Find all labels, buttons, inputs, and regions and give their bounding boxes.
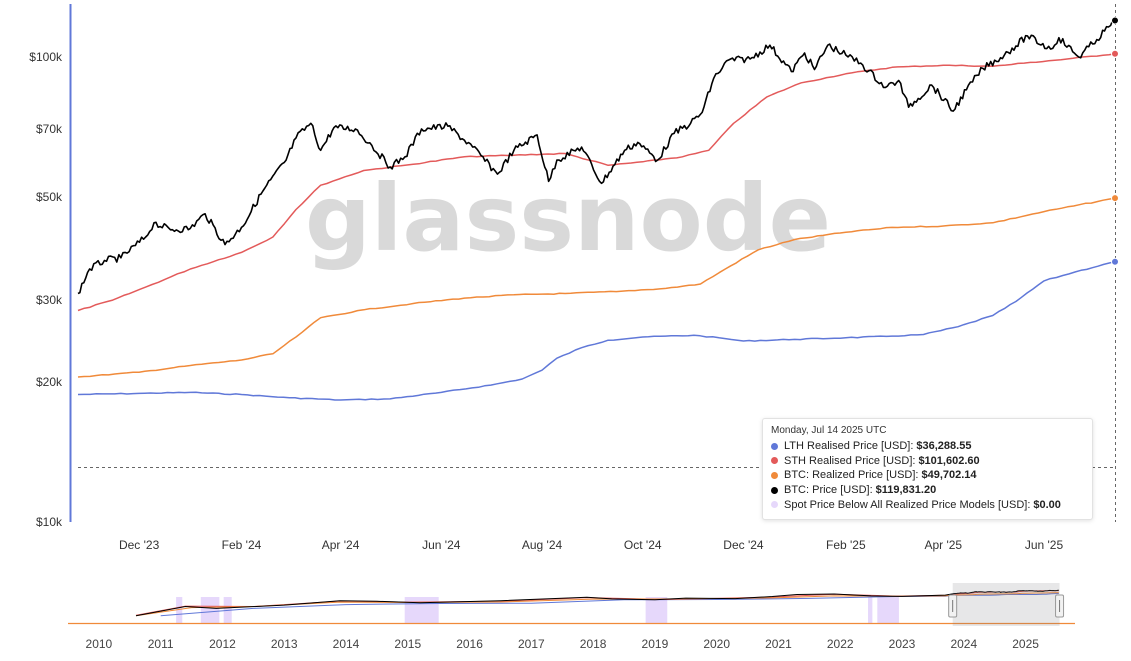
x-tick-label: Aug '24 <box>522 538 563 552</box>
series-dot-icon <box>771 486 778 494</box>
tooltip-date: Monday, Jul 14 2025 UTC <box>771 425 887 436</box>
navigator-selection[interactable] <box>948 583 1065 626</box>
series-line-lth <box>77 260 1116 401</box>
navigator-year-label: 2018 <box>580 637 607 651</box>
navigator-year-label: 2017 <box>518 637 545 651</box>
x-tick-label: Feb '24 <box>222 538 262 552</box>
tooltip-row-value: $49,702.14 <box>921 469 977 482</box>
navigator-year-label: 2025 <box>1012 637 1039 651</box>
tooltip-row-value: $0.00 <box>1033 498 1061 511</box>
y-tick-label: $20k <box>36 375 63 389</box>
series-dot-icon <box>771 471 778 479</box>
navigator-shade-period <box>877 597 899 623</box>
series-dot-icon <box>771 442 778 450</box>
tooltip-row: Spot Price Below All Realized Price Mode… <box>771 497 1084 512</box>
navigator-shade-period <box>868 597 873 623</box>
x-tick-label: Dec '24 <box>723 538 764 552</box>
y-tick-label: $50k <box>36 190 63 204</box>
y-tick-label: $10k <box>36 515 63 529</box>
navigator-year-label: 2010 <box>86 637 113 651</box>
x-tick-label: Oct '24 <box>624 538 662 552</box>
series-end-markers <box>1111 16 1119 266</box>
y-tick-label: $70k <box>36 122 63 136</box>
x-axis-ticks: Dec '23 Feb '24 Apr '24 Jun '24 Aug '24 Oct '… <box>119 538 1064 552</box>
x-tick-label: Apr '25 <box>924 538 962 552</box>
x-tick-label: Apr '24 <box>322 538 360 552</box>
y-axis-ticks: $10k $20k $30k $50k $70k $100k <box>29 50 63 529</box>
navigator-left-handle[interactable] <box>948 594 958 618</box>
series-end-dot-price <box>1111 16 1119 25</box>
tooltip-row-label: STH Realised Price [USD]: <box>784 454 916 467</box>
navigator-year-label: 2015 <box>394 637 421 651</box>
series-end-dot-realized <box>1111 194 1119 203</box>
navigator-shade-period <box>404 597 439 623</box>
navigator-year-labels: 2010 2011 2012 2013 2014 2015 2016 2017 2018 2019… <box>86 637 1040 651</box>
series-end-dot-sth <box>1111 49 1119 58</box>
tooltip-row: BTC: Realized Price [USD]: $49,702.14 <box>771 468 1084 483</box>
navigator-year-label: 2016 <box>456 637 483 651</box>
navigator-year-label: 2023 <box>889 637 916 651</box>
tooltip-row-value: $36,288.55 <box>916 440 972 453</box>
navigator-year-label: 2020 <box>703 637 730 651</box>
range-navigator[interactable]: 2010 2011 2012 2013 2014 2015 2016 2017 2018 2019… <box>68 583 1075 651</box>
navigator-line-realized <box>135 592 1059 617</box>
x-tick-label: Feb '25 <box>826 538 866 552</box>
tooltip-rows: LTH Realised Price [USD]: $36,288.55 STH R… <box>771 439 1084 512</box>
y-tick-label: $100k <box>29 50 63 64</box>
y-tick-label: $30k <box>36 293 63 307</box>
navigator-shaded-periods <box>176 597 899 623</box>
tooltip-row-label: BTC: Price [USD]: <box>784 484 873 497</box>
series-layer <box>77 19 1116 401</box>
navigator-background <box>68 583 1075 625</box>
navigator-line-price <box>135 589 1059 617</box>
navigator-year-label: 2022 <box>827 637 854 651</box>
series-line-sth <box>77 53 1116 312</box>
navigator-year-label: 2014 <box>333 637 360 651</box>
tooltip: Monday, Jul 14 2025 UTC LTH Realised Pri… <box>762 418 1093 520</box>
series-line-realized <box>77 197 1116 378</box>
tooltip-row: LTH Realised Price [USD]: $36,288.55 <box>771 439 1084 454</box>
series-end-dot-lth <box>1111 257 1119 266</box>
navigator-shade-period <box>176 597 183 623</box>
navigator-shade-period <box>200 597 220 623</box>
navigator-year-label: 2021 <box>765 637 792 651</box>
navigator-year-label: 2019 <box>642 637 669 651</box>
navigator-right-handle[interactable] <box>1055 594 1065 618</box>
navigator-line-lth <box>160 593 1059 617</box>
tooltip-row-label: LTH Realised Price [USD]: <box>784 440 914 453</box>
x-tick-label: Dec '23 <box>119 538 160 552</box>
tooltip-row: BTC: Price [USD]: $119,831.20 <box>771 483 1084 498</box>
navigator-shade-period <box>645 597 668 623</box>
tooltip-row-value: $101,602.60 <box>918 454 980 467</box>
series-line-price <box>77 19 1116 295</box>
navigator-series <box>135 589 1059 617</box>
series-dot-icon <box>771 457 778 465</box>
tooltip-row-label: BTC: Realized Price [USD]: <box>784 469 919 482</box>
tooltip-row-label: Spot Price Below All Realized Price Mode… <box>784 498 1031 511</box>
tooltip-row-value: $119,831.20 <box>875 484 937 497</box>
navigator-year-label: 2011 <box>148 637 174 651</box>
tooltip-row: STH Realised Price [USD]: $101,602.60 <box>771 454 1084 469</box>
navigator-year-label: 2024 <box>950 637 977 651</box>
navigator-selection-window[interactable] <box>952 583 1060 626</box>
glassnode-watermark: glassnode <box>305 165 831 272</box>
navigator-year-label: 2013 <box>271 637 298 651</box>
x-tick-label: Jun '25 <box>1025 538 1064 552</box>
x-tick-label: Jun '24 <box>422 538 461 552</box>
navigator-year-label: 2012 <box>209 637 236 651</box>
series-dot-icon <box>771 501 778 509</box>
